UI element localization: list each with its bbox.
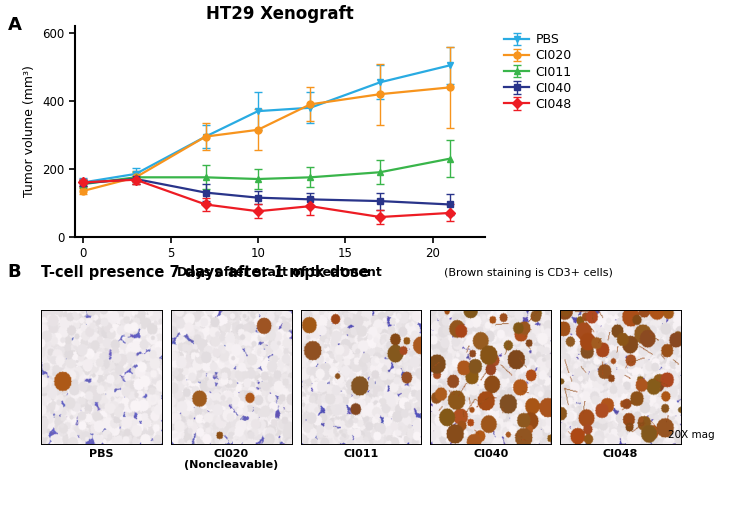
Text: T-cell presence 7 days after 1 mpk dose: T-cell presence 7 days after 1 mpk dose [41, 265, 369, 280]
Legend: PBS, CI020, CI011, CI040, CI048: PBS, CI020, CI011, CI040, CI048 [499, 28, 577, 116]
Y-axis label: Tumor volume (mm³): Tumor volume (mm³) [23, 66, 37, 197]
Title: HT29 Xenograft: HT29 Xenograft [206, 5, 354, 23]
X-axis label: CI011: CI011 [343, 449, 379, 459]
X-axis label: PBS: PBS [90, 449, 113, 459]
Text: B: B [7, 263, 21, 281]
Text: A: A [7, 16, 22, 34]
X-axis label: CI048: CI048 [603, 449, 639, 459]
X-axis label: CI020
(Noncleavable): CI020 (Noncleavable) [184, 449, 278, 470]
Text: (Brown staining is CD3+ cells): (Brown staining is CD3+ cells) [444, 268, 612, 278]
Text: 20X mag: 20X mag [668, 430, 715, 440]
X-axis label: CI040: CI040 [473, 449, 509, 459]
X-axis label: Days after start of treatment: Days after start of treatment [178, 266, 382, 279]
